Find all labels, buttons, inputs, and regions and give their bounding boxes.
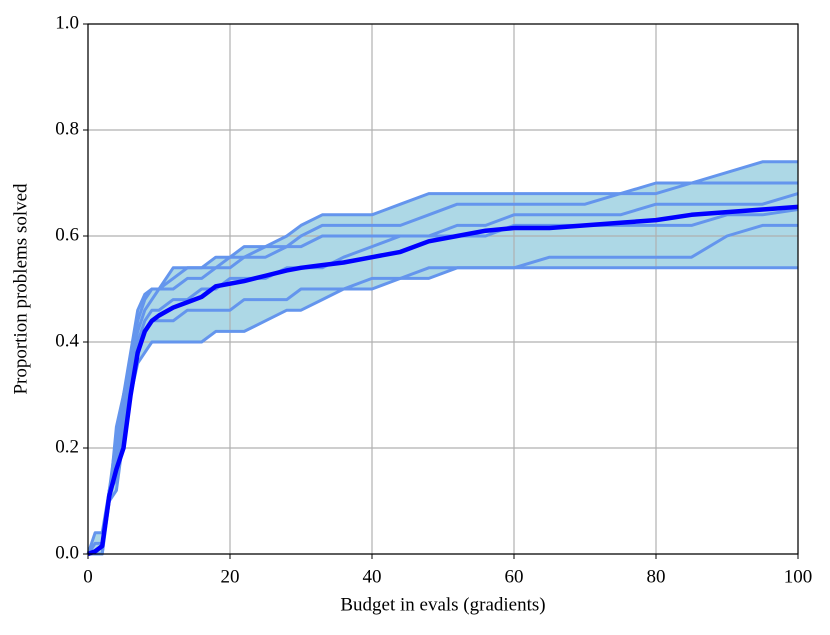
mean-line [87,204,799,557]
x-tick-label: 100 [784,566,813,587]
x-tick-label: 0 [83,566,93,587]
x-axis-label: Budget in evals (gradients) [340,594,545,615]
band [88,161,798,555]
run-line [88,192,799,556]
x-tick-label: 80 [647,566,666,587]
x-tick-label: 20 [221,566,240,587]
y-tick-label: 0.8 [55,118,79,139]
x-tick-label: 40 [363,566,382,587]
y-tick-label: 0.6 [55,224,79,245]
y-tick-label: 0.4 [55,330,79,351]
y-axis-label: Proportion problems solved [10,183,31,395]
y-tick-label: 1.0 [55,12,79,33]
y-tick-label: 0.0 [55,542,79,563]
y-tick-label: 0.2 [55,436,79,457]
run-line [86,160,798,555]
x-tick-label: 60 [505,566,524,587]
plot-frame [87,23,799,555]
